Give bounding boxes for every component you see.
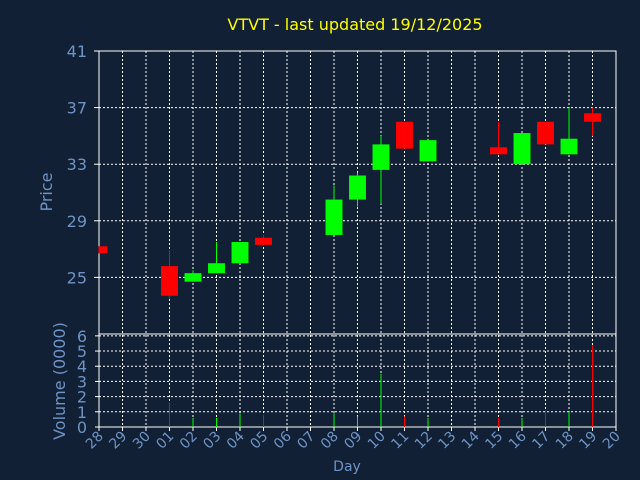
candle-body bbox=[537, 121, 554, 145]
day-tick-label: 11 bbox=[388, 429, 412, 453]
candle-body bbox=[396, 121, 413, 149]
day-tick-label: 10 bbox=[365, 429, 389, 453]
candle-body bbox=[208, 263, 225, 274]
candle-body bbox=[161, 266, 178, 296]
volume-tick-label: 5 bbox=[77, 342, 87, 361]
price-gridlines bbox=[98, 51, 617, 427]
day-tick-label: 16 bbox=[506, 428, 530, 452]
candle-28 bbox=[98, 246, 108, 254]
candle-11 bbox=[396, 121, 413, 149]
volume-tick-label: 3 bbox=[77, 372, 87, 391]
day-tick-label: 30 bbox=[130, 429, 154, 453]
candle-05 bbox=[255, 234, 272, 245]
day-tick-label: 06 bbox=[271, 428, 295, 452]
volume-tick-label: 2 bbox=[77, 388, 87, 407]
candle-19 bbox=[584, 107, 601, 136]
candle-18 bbox=[560, 107, 578, 155]
day-tick-label: 05 bbox=[247, 429, 271, 453]
day-tick-label: 29 bbox=[106, 429, 130, 453]
day-tick-label: 20 bbox=[600, 429, 624, 453]
volume-tick-label: 0 bbox=[77, 418, 87, 437]
candle-body bbox=[255, 237, 272, 245]
candle-10 bbox=[372, 135, 390, 204]
price-tick-label: 25 bbox=[67, 268, 87, 287]
day-tick-label: 17 bbox=[529, 429, 553, 453]
volume-bars bbox=[169, 344, 593, 427]
candle-02 bbox=[184, 270, 202, 282]
day-axis-label: Day bbox=[333, 459, 361, 475]
candle-04 bbox=[231, 242, 249, 264]
chart-title: VTVT - last updated 19/12/2025 bbox=[227, 15, 482, 34]
volume-tick-label: 1 bbox=[77, 403, 87, 422]
candles bbox=[98, 107, 601, 299]
day-tick-label: 04 bbox=[224, 428, 248, 452]
price-tick-label: 37 bbox=[67, 99, 87, 118]
candle-body bbox=[184, 273, 202, 282]
candle-body bbox=[584, 113, 601, 122]
candle-body bbox=[231, 242, 249, 264]
candle-03 bbox=[208, 242, 225, 274]
candle-body bbox=[419, 140, 437, 162]
day-tick-label: 13 bbox=[435, 429, 459, 453]
candle-09 bbox=[349, 172, 366, 207]
day-tick-label: 18 bbox=[553, 429, 577, 453]
candle-body bbox=[349, 175, 366, 200]
day-tick-label: 12 bbox=[412, 429, 436, 453]
day-tick-label: 03 bbox=[200, 429, 224, 453]
volume-tick-label: 4 bbox=[77, 357, 87, 376]
candle-12 bbox=[419, 140, 437, 162]
candle-08 bbox=[325, 185, 343, 235]
candle-body bbox=[325, 199, 343, 235]
price-axis-ticks: 41 37 33 29 25 bbox=[67, 42, 99, 287]
day-tick-label: 01 bbox=[153, 429, 177, 453]
candle-01 bbox=[161, 250, 178, 299]
day-tick-label: 19 bbox=[576, 429, 600, 453]
candle-body bbox=[513, 133, 531, 165]
candle-body bbox=[372, 144, 390, 170]
day-tick-label: 15 bbox=[482, 429, 506, 453]
volume-tick-label: 6 bbox=[77, 327, 87, 346]
day-axis-ticks: 28 29 30 01 02 03 04 05 06 07 08 09 10 11 12 13 14 15 16 17… bbox=[83, 427, 624, 452]
candle-15 bbox=[490, 121, 507, 155]
day-tick-label: 02 bbox=[177, 429, 201, 453]
day-tick-label: 14 bbox=[459, 428, 483, 452]
price-axis-label: Price bbox=[37, 172, 56, 211]
price-tick-label: 41 bbox=[67, 42, 87, 61]
candle-body bbox=[560, 138, 578, 155]
candle-body bbox=[99, 246, 108, 254]
day-tick-label: 09 bbox=[341, 429, 365, 453]
candle-body bbox=[490, 147, 507, 155]
candle-17 bbox=[537, 121, 554, 145]
volume-axis-label: Volume (0000) bbox=[50, 322, 69, 440]
candle-16 bbox=[513, 133, 531, 165]
price-tick-label: 33 bbox=[67, 155, 87, 174]
price-tick-label: 29 bbox=[67, 212, 87, 231]
day-tick-label: 07 bbox=[294, 429, 318, 453]
day-tick-label: 08 bbox=[318, 429, 342, 453]
